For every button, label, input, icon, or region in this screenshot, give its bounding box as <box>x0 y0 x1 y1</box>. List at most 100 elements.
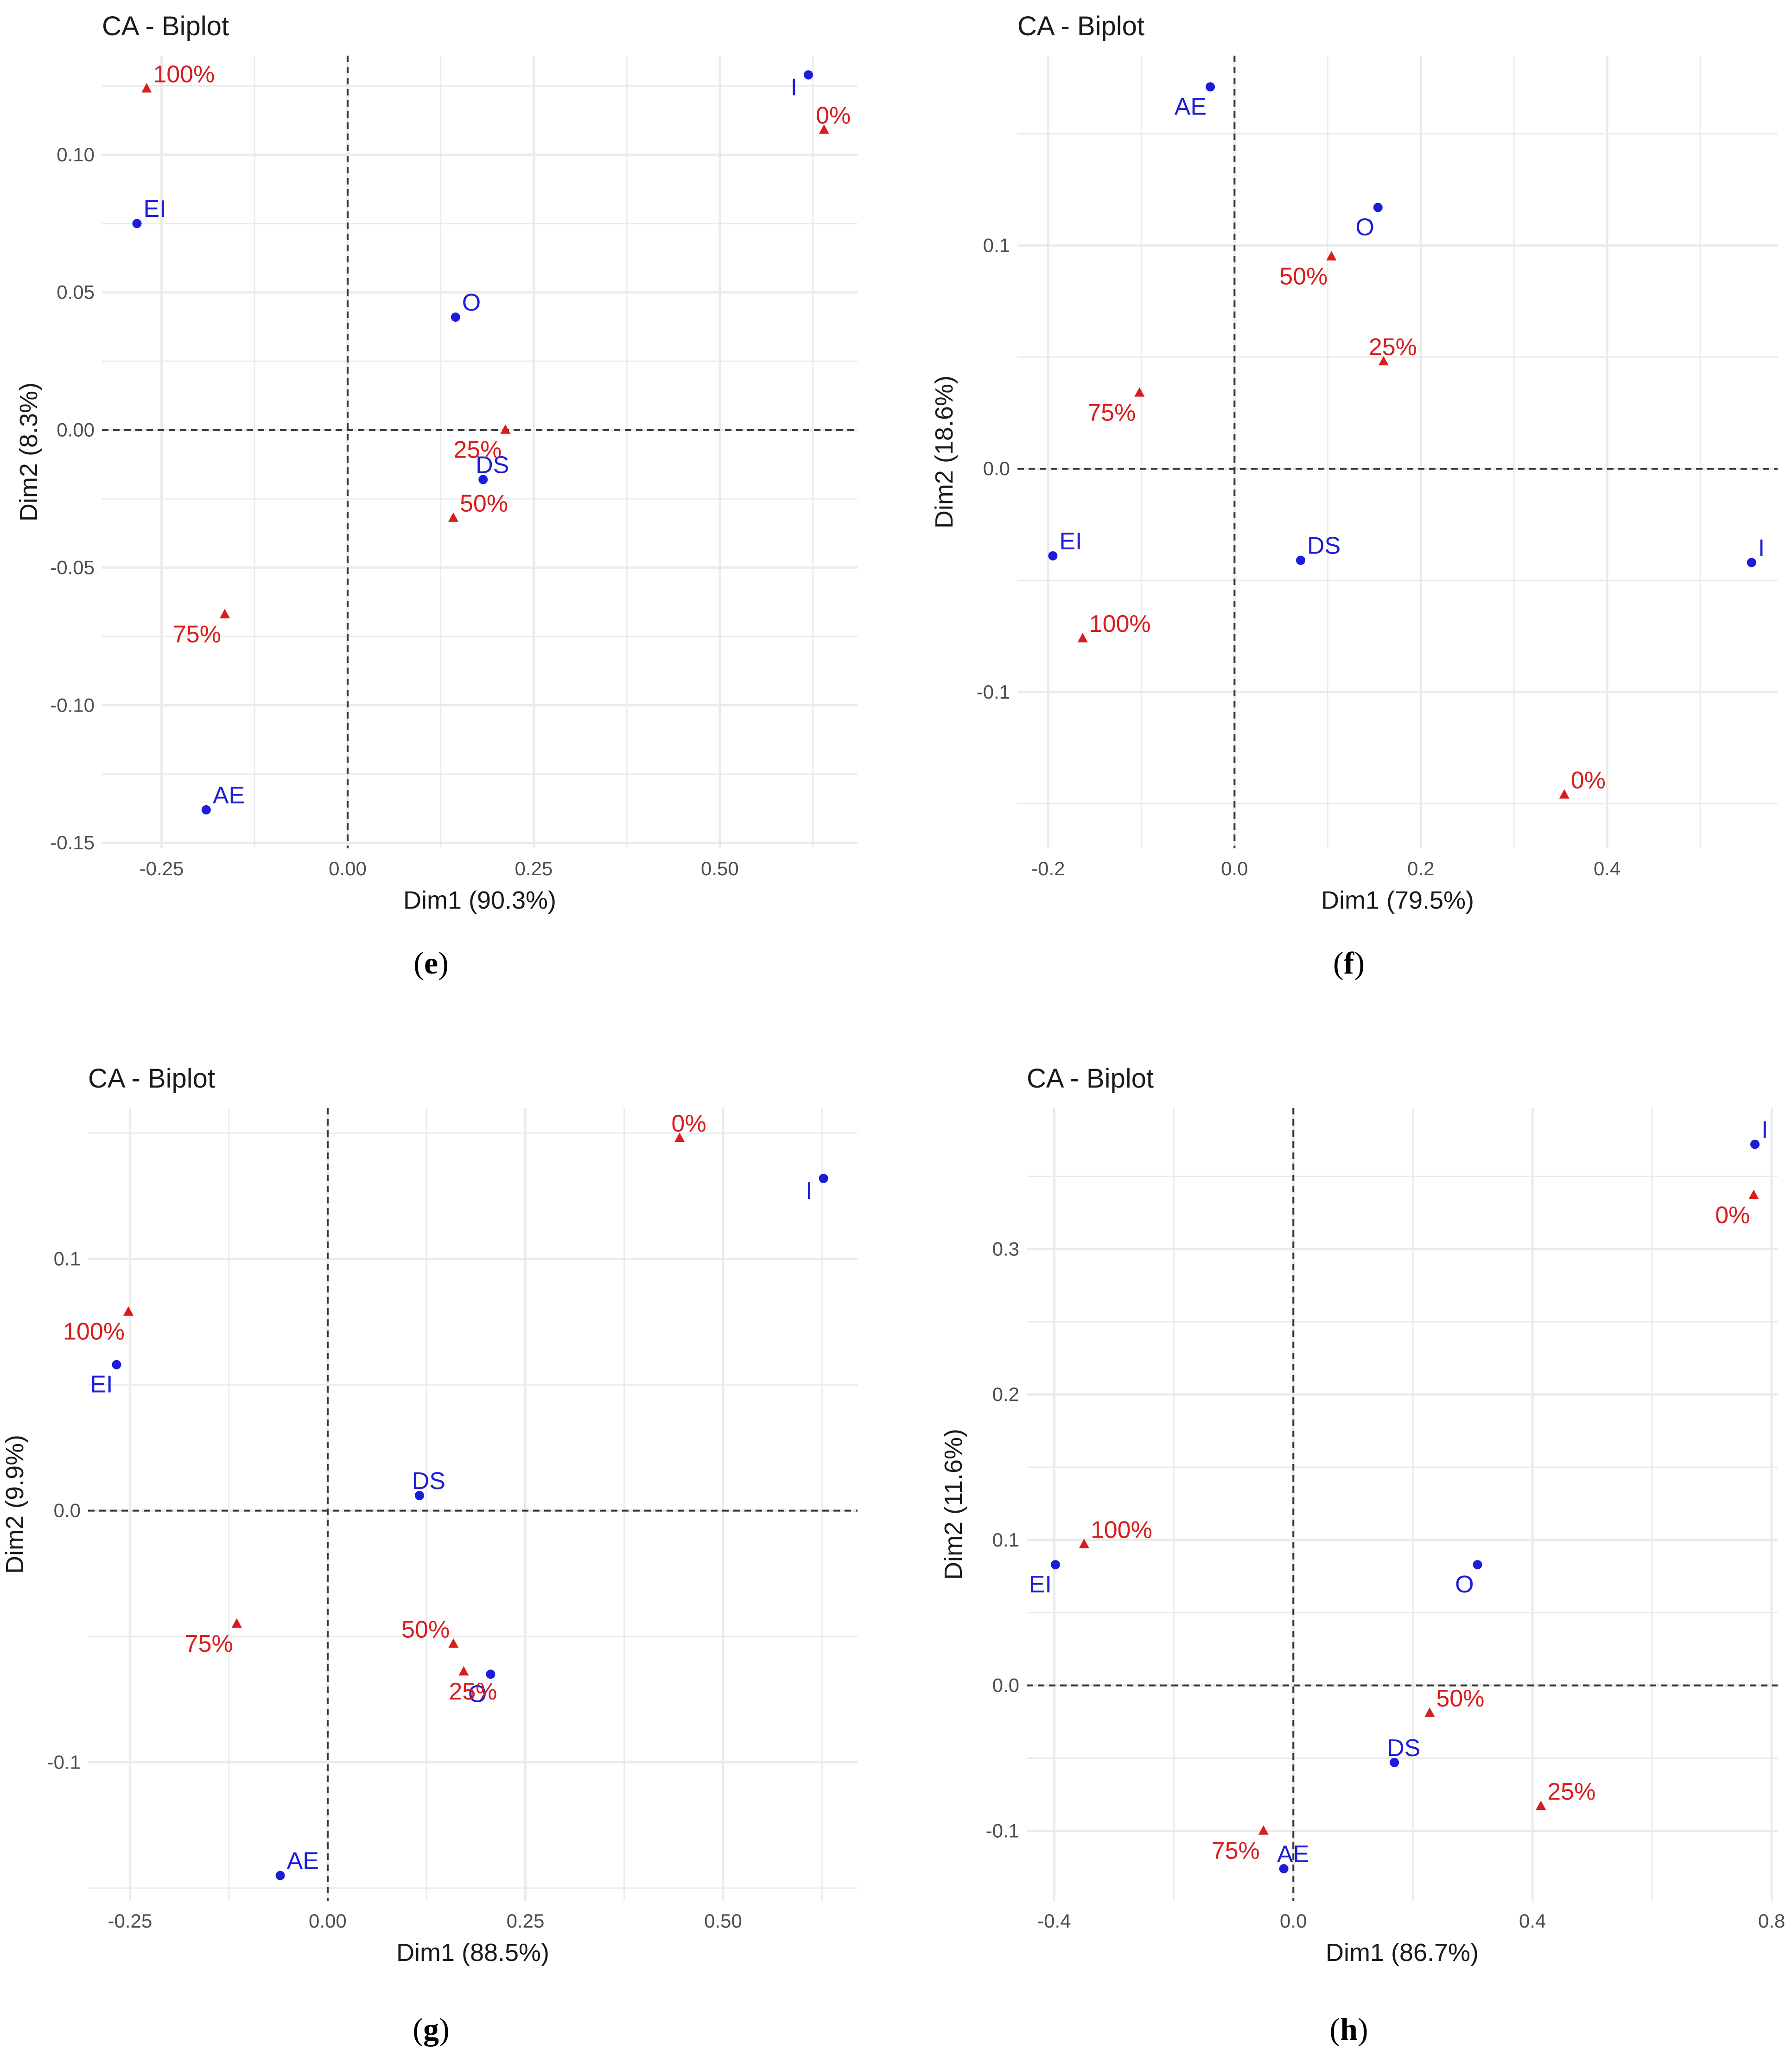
x-tick-label: 0.0 <box>1280 1910 1307 1932</box>
column-point-75pct <box>231 1618 242 1628</box>
column-point-0pct <box>819 124 829 134</box>
column-point-0pct <box>674 1133 685 1142</box>
series-rows: I EI O DS AE <box>1029 1116 1768 1873</box>
open-paren: ( <box>1329 2011 1340 2047</box>
biplot-panel-e: -0.25 0.00 0.25 0.50 -0.15 -0.10 -0.05 0.00 0.05… <box>15 11 858 914</box>
subfigure-label-e: (e) <box>413 945 449 980</box>
point-label: 0% <box>816 102 851 129</box>
point-label: 25% <box>449 1678 497 1705</box>
column-point-50pct <box>448 1638 459 1648</box>
point-label: 50% <box>401 1616 450 1643</box>
row-point-ae <box>1279 1864 1289 1873</box>
x-axis-title: Dim1 (79.5%) <box>1321 886 1474 914</box>
column-point-25pct <box>458 1666 469 1676</box>
point-label: O <box>468 1680 487 1707</box>
y-tick-label: 0.05 <box>57 281 95 303</box>
x-tick-label: -0.25 <box>108 1910 153 1932</box>
tick-labels: -0.25 0.00 0.25 0.50 -0.1 0.0 0.1 <box>47 1248 742 1932</box>
row-point-i <box>1747 558 1756 567</box>
point-label: O <box>1455 1571 1474 1598</box>
row-point-ds <box>414 1491 424 1500</box>
close-paren: ) <box>1358 2011 1368 2047</box>
series-rows: I EI DS O AE <box>90 1174 828 1880</box>
point-label: 75% <box>1087 399 1136 426</box>
column-point-50pct <box>448 512 458 522</box>
point-label: AE <box>1277 1841 1309 1868</box>
y-tick-label: 0.0 <box>992 1674 1019 1696</box>
close-paren: ) <box>439 2011 450 2047</box>
column-point-75pct <box>1134 387 1145 397</box>
column-point-100pct <box>1079 1539 1089 1548</box>
subfigure-letter: e <box>424 945 438 980</box>
y-axis-title: Dim2 (8.3%) <box>15 382 43 522</box>
series-rows: I EI O DS AE <box>132 70 813 815</box>
row-point-o <box>1473 1560 1482 1570</box>
y-tick-label: -0.10 <box>50 694 95 716</box>
point-label: DS <box>476 452 509 478</box>
point-label: 25% <box>1369 334 1417 361</box>
point-label: 50% <box>460 490 508 517</box>
row-point-ds <box>478 475 488 484</box>
y-tick-label: 0.1 <box>992 1529 1019 1551</box>
series-columns: 0% 100% 75% 50% 25% <box>63 1110 706 1705</box>
subfigure-letter: h <box>1340 2011 1358 2047</box>
x-tick-label: 0.25 <box>515 858 553 879</box>
biplot-panel-g: -0.25 0.00 0.25 0.50 -0.1 0.0 0.1 CA - Biplot Di… <box>1 1063 858 1967</box>
biplot-panels: -0.25 0.00 0.25 0.50-0.15-0.10-0.050.000.05… <box>1 11 1785 1967</box>
gridlines <box>1027 1108 1778 1901</box>
column-point-0pct <box>1559 789 1570 799</box>
row-point-i <box>804 70 813 80</box>
chart-title: CA - Biplot <box>1027 1063 1154 1094</box>
column-point-75pct <box>1258 1825 1269 1835</box>
y-tick-label: 0.3 <box>992 1238 1019 1260</box>
y-tick-label: 0.2 <box>992 1383 1019 1405</box>
chart-title: CA - Biplot <box>1017 11 1144 41</box>
row-point-ei <box>132 219 142 229</box>
x-tick-label: 0.4 <box>1519 1910 1546 1932</box>
y-tick-label: 0.0 <box>54 1500 81 1521</box>
x-tick-label: 0.0 <box>1221 858 1248 879</box>
open-paren: ( <box>413 945 424 980</box>
series-rows: AE O EI DS I <box>1048 82 1765 567</box>
point-label: AE <box>1175 93 1207 120</box>
y-axis-title: Dim2 (9.9%) <box>1 1435 29 1574</box>
subfigure-label-f: (f) <box>1333 945 1365 980</box>
point-label: EI <box>1059 528 1082 555</box>
y-axis-title: Dim2 (11.6%) <box>940 1429 967 1580</box>
x-tick-label: 0.2 <box>1407 858 1434 879</box>
biplot-panel-f: -0.2 0.0 0.2 0.4 -0.1 0.0 0.1 CA - Biplot Dim1 (… <box>930 11 1778 914</box>
point-label: 75% <box>173 621 221 648</box>
subfigure-label-h: (h) <box>1329 2011 1368 2047</box>
point-label: 75% <box>185 1630 233 1657</box>
series-columns: 50% 25% 75% 100% 0% <box>1077 251 1606 799</box>
point-label: AE <box>213 782 245 809</box>
y-tick-label: -0.05 <box>50 556 95 578</box>
point-label: 0% <box>1715 1202 1750 1229</box>
row-point-i <box>1750 1139 1760 1149</box>
point-label: DS <box>1307 533 1341 560</box>
gridlines <box>102 56 858 848</box>
point-label: I <box>1758 535 1765 561</box>
row-point-ei <box>1050 1560 1060 1570</box>
point-label: I <box>1761 1116 1768 1143</box>
row-point-ae <box>201 805 211 815</box>
x-axis-title: Dim1 (90.3%) <box>403 886 556 914</box>
x-tick-label: -0.25 <box>140 858 184 879</box>
x-tick-label: 0.4 <box>1594 858 1620 879</box>
x-tick-label: -0.4 <box>1037 1910 1071 1932</box>
row-point-ei <box>112 1360 121 1369</box>
x-tick-label: 0.50 <box>704 1910 742 1932</box>
x-axis-title: Dim1 (88.5%) <box>396 1939 549 1967</box>
point-label: EI <box>143 196 166 223</box>
open-paren: ( <box>1333 945 1344 980</box>
column-point-100pct <box>123 1306 134 1316</box>
point-label: DS <box>1387 1735 1420 1762</box>
row-point-o <box>486 1669 496 1679</box>
tick-labels: -0.25 0.00 0.25 0.50 -0.15 -0.10 -0.05 0.00 0.05… <box>50 144 739 879</box>
point-label: 50% <box>1436 1685 1484 1712</box>
gridlines <box>1017 56 1778 848</box>
x-tick-label: -0.2 <box>1031 858 1065 879</box>
chart-title: CA - Biplot <box>102 11 229 41</box>
column-point-25pct <box>1536 1800 1546 1810</box>
